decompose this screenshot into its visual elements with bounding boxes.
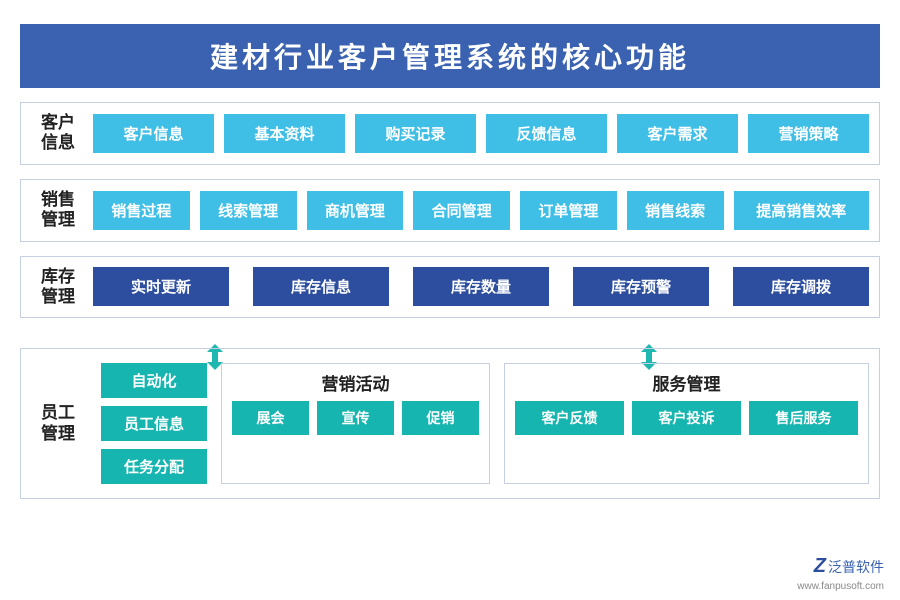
section-customer: 客户信息 客户信息 基本资料 购买记录 反馈信息 客户需求 营销策略	[20, 102, 880, 165]
employee-item: 员工信息	[101, 406, 207, 441]
section-sales-items: 销售过程 线索管理 商机管理 合同管理 订单管理 销售线索 提高销售效率	[93, 191, 869, 230]
subgroup-marketing: 营销活动 展会 宣传 促销	[221, 363, 490, 484]
section-sales-label: 销售管理	[31, 190, 85, 231]
customer-item: 反馈信息	[486, 114, 607, 153]
page-title: 建材行业客户管理系统的核心功能	[20, 24, 880, 88]
subgroup-marketing-title: 营销活动	[232, 370, 479, 395]
section-employee: 员工管理 自动化 员工信息 任务分配 营销活动 展会 宣传 促销 服务管理 客户…	[20, 348, 880, 499]
service-item: 客户投诉	[632, 401, 741, 435]
section-customer-label: 客户信息	[31, 113, 85, 154]
subgroup-service-title: 服务管理	[515, 370, 858, 395]
section-employee-label: 员工管理	[31, 403, 85, 444]
marketing-item: 宣传	[317, 401, 394, 435]
sales-item: 商机管理	[307, 191, 404, 230]
customer-item: 客户信息	[93, 114, 214, 153]
employee-item: 自动化	[101, 363, 207, 398]
section-inventory: 库存管理 实时更新 库存信息 库存数量 库存预警 库存调拨	[20, 256, 880, 319]
employee-right: 营销活动 展会 宣传 促销 服务管理 客户反馈 客户投诉 售后服务	[221, 363, 869, 484]
sales-item: 线索管理	[200, 191, 297, 230]
section-sales: 销售管理 销售过程 线索管理 商机管理 合同管理 订单管理 销售线索 提高销售效…	[20, 179, 880, 242]
customer-item: 营销策略	[748, 114, 869, 153]
sales-item: 提高销售效率	[734, 191, 869, 230]
inventory-item: 库存数量	[413, 267, 549, 306]
inventory-item: 库存调拨	[733, 267, 869, 306]
brand-logo-char: Z	[814, 555, 826, 577]
inventory-item: 实时更新	[93, 267, 229, 306]
section-customer-items: 客户信息 基本资料 购买记录 反馈信息 客户需求 营销策略	[93, 114, 869, 153]
brand-logo-text: 泛普软件	[828, 559, 884, 575]
customer-item: 客户需求	[617, 114, 738, 153]
employee-left-items: 自动化 员工信息 任务分配	[101, 363, 207, 484]
sales-item: 合同管理	[413, 191, 510, 230]
subgroup-service: 服务管理 客户反馈 客户投诉 售后服务	[504, 363, 869, 484]
service-item: 客户反馈	[515, 401, 624, 435]
customer-item: 购买记录	[355, 114, 476, 153]
service-item: 售后服务	[749, 401, 858, 435]
marketing-item: 展会	[232, 401, 309, 435]
sales-item: 订单管理	[520, 191, 617, 230]
customer-item: 基本资料	[224, 114, 345, 153]
employee-item: 任务分配	[101, 449, 207, 484]
sales-item: 销售过程	[93, 191, 190, 230]
brand-logo-url: www.fanpusoft.com	[797, 581, 884, 592]
sales-item: 销售线索	[627, 191, 724, 230]
employee-left: 员工管理 自动化 员工信息 任务分配	[31, 363, 207, 484]
section-inventory-label: 库存管理	[31, 267, 85, 308]
marketing-item: 促销	[402, 401, 479, 435]
section-inventory-items: 实时更新 库存信息 库存数量 库存预警 库存调拨	[93, 267, 869, 306]
inventory-item: 库存预警	[573, 267, 709, 306]
inventory-item: 库存信息	[253, 267, 389, 306]
brand-logo: Z泛普软件 www.fanpusoft.com	[797, 555, 884, 592]
